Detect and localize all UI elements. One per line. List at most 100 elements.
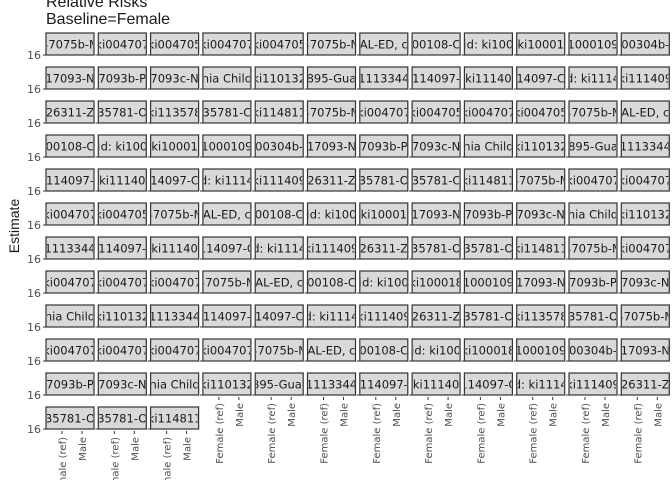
facet-panel: 1000109 <box>513 338 566 362</box>
facet-strip <box>463 168 513 192</box>
facet-panel: 14097-C <box>513 66 566 90</box>
facet-panel: 00108-C <box>252 202 304 226</box>
facet-panel: 895-Guat <box>252 372 304 396</box>
facet-strip <box>202 32 252 56</box>
facet-strip-label: 1113344 <box>620 140 671 154</box>
facet-strip <box>202 202 252 226</box>
facet-panel: 17093-N <box>304 134 357 158</box>
facet-panel: ki114811 <box>513 236 566 260</box>
facet-panel: ki111409 <box>618 66 670 90</box>
facet-strip-label: ki111409 <box>357 310 411 324</box>
y-tick-label: 16 <box>27 355 41 368</box>
facet-strip-label: ki111409 <box>305 242 359 256</box>
facet-panel: ki11140 <box>409 372 461 396</box>
y-tick-label: 16 <box>27 423 41 436</box>
facet-panel: ki004707 <box>147 270 200 294</box>
facet-strip <box>45 236 95 260</box>
facet-strip-label: 35781-O <box>568 310 618 324</box>
facet-strip-label: 7093b-P <box>46 378 94 392</box>
facet-strip <box>97 406 147 430</box>
facet-strip <box>568 66 618 90</box>
facet-panel: ki113578 <box>147 100 200 124</box>
facet-strip <box>306 236 357 260</box>
facet-strip <box>516 32 566 56</box>
facet-strip-label: ki004707 <box>95 276 149 290</box>
facet-strip <box>359 372 409 396</box>
facet-strip <box>411 32 461 56</box>
facet-strip <box>620 270 670 294</box>
facet-strip-label: 35781-O <box>45 412 95 426</box>
facet-panel: nia Child <box>461 134 513 158</box>
facet-strip-label: ki111409 <box>252 174 306 188</box>
facet-strip <box>516 134 566 158</box>
facet-strip-label: ki11140 <box>413 378 459 392</box>
facet-strip <box>306 168 357 192</box>
facet-strip <box>150 202 200 226</box>
facet-strip <box>254 66 304 90</box>
y-axis-label: Estimate <box>6 199 22 254</box>
facet-strip <box>620 372 670 396</box>
facet-strip-label: d: ki1114 <box>305 310 359 324</box>
facet-panel: ki004707 <box>566 168 618 192</box>
facet-strip-label: ki004707 <box>618 174 672 188</box>
facet-panel: 35781-O <box>95 100 147 124</box>
facet-panel: ki004707 <box>95 338 147 362</box>
facet-strip-label: 35781-O <box>97 412 147 426</box>
facet-panel: ki004707 <box>147 338 200 362</box>
x-tick-label: Female (ref) <box>110 437 121 480</box>
facet-strip <box>97 372 147 396</box>
facet-strip-label: 47075b-M <box>303 106 361 120</box>
facet-panel: ki11140 <box>95 168 147 192</box>
facet-strip <box>516 66 566 90</box>
facet-strip <box>568 100 618 124</box>
x-tick-label: Female (ref) <box>320 403 331 464</box>
facet-panel: AL-ED, c <box>199 202 252 226</box>
facet-panel: 7093c-N <box>95 372 147 396</box>
facet-strip <box>45 100 95 124</box>
facet-strip-label: ki110132 <box>252 72 306 86</box>
facet-strip <box>463 66 513 90</box>
facet-panel: 00108-C <box>356 338 409 362</box>
facet-panel: 47075b-M <box>566 100 618 124</box>
facet-strip-label: AL-ED, c <box>308 344 356 358</box>
facet-strip <box>516 202 566 226</box>
facet-strip <box>150 236 200 260</box>
x-tick-label: Male <box>392 403 403 427</box>
facet-strip-label: 35781-C <box>203 106 252 120</box>
facet-panel: 35781-O 16 <box>27 406 95 436</box>
facet-strip-label: 7093b-P <box>360 140 408 154</box>
facet-panel: d: ki1114 <box>304 304 359 328</box>
facet-strip-label: 17093-N <box>45 72 94 86</box>
facet-panel: ki111409 <box>304 236 359 260</box>
facet-panel: id: ki100 <box>356 270 409 294</box>
facet-panel: 17093-N <box>409 202 461 226</box>
x-tick-label: Male <box>340 403 351 427</box>
facet-panel: 7093c-N <box>618 270 670 294</box>
facet-strip-label: 895-Gua <box>307 72 357 86</box>
x-tick-label: Female (ref) <box>476 403 487 464</box>
facet-strip <box>202 304 252 328</box>
facet-panel: ki10001 <box>147 134 200 158</box>
facet-strip <box>620 100 670 124</box>
facet-strip-label: 00108-C <box>359 344 408 358</box>
facet-strip <box>568 202 618 226</box>
facet-strip-label: 17093-N <box>411 208 460 222</box>
facet-strip-label: ki004707 <box>200 38 254 52</box>
facet-strip <box>359 134 409 158</box>
facet-strip-label: ki004707 <box>43 276 97 290</box>
facet-strip-label: 1113344 <box>358 72 409 86</box>
facet-strip <box>150 304 200 328</box>
facet-strip <box>463 338 513 362</box>
facet-strip <box>568 304 618 328</box>
facet-strip <box>97 270 147 294</box>
facet-strip <box>150 66 200 90</box>
facet-strip <box>202 134 252 158</box>
facet-strip <box>306 338 357 362</box>
y-tick-label: 16 <box>27 321 41 334</box>
facet-panel: 17093-N 16 <box>27 66 95 96</box>
facet-panel: 114097- 16 <box>27 168 95 198</box>
facet-strip <box>45 270 95 294</box>
facet-panel: ki113578 <box>513 304 566 328</box>
facet-strip <box>411 66 461 90</box>
